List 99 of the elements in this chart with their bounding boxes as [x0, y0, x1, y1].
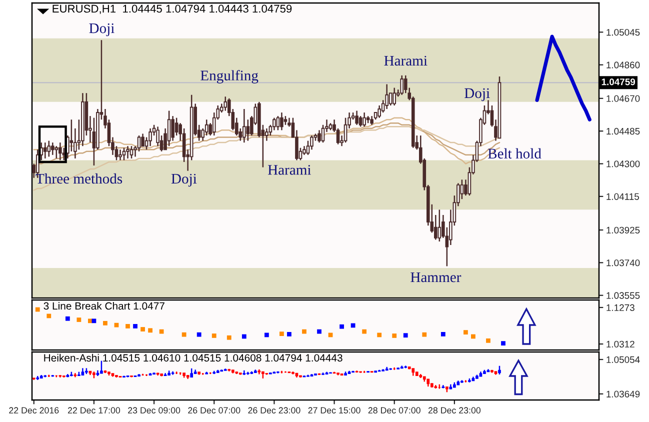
annotation: Engulfing — [200, 70, 258, 84]
point — [133, 324, 138, 328]
point — [76, 318, 82, 322]
point — [103, 320, 108, 326]
y-tick-label: 1.03925 — [606, 226, 640, 234]
point — [280, 332, 284, 336]
point — [302, 329, 306, 334]
candlestick — [242, 108, 246, 144]
point — [92, 318, 96, 324]
point — [212, 334, 216, 338]
candlestick — [438, 209, 442, 242]
x-tick-label: 28 Dec 07:00 — [368, 407, 420, 414]
candlestick — [392, 87, 396, 106]
x-tick-label: 28 Dec 23:00 — [428, 407, 481, 414]
candlestick — [122, 147, 126, 161]
point — [340, 324, 344, 329]
y-tick-label: 1.04670 — [606, 95, 640, 102]
point — [46, 314, 52, 318]
y-tick-label: 1.04860 — [606, 62, 640, 68]
candlestick — [190, 368, 194, 378]
y-tick-label: 1.04485 — [606, 128, 640, 135]
candlestick — [126, 145, 130, 160]
candlestick — [167, 110, 171, 147]
candlestick — [385, 84, 388, 110]
point — [392, 334, 397, 338]
point — [287, 332, 292, 336]
point — [35, 307, 40, 312]
annotation: Doji — [171, 174, 197, 187]
candlestick — [43, 142, 47, 160]
candlestick — [460, 179, 464, 200]
candlestick — [280, 112, 284, 131]
point — [148, 328, 152, 333]
candlestick — [137, 134, 141, 152]
annotation: Three methods — [36, 173, 122, 184]
candlestick — [54, 145, 58, 160]
point — [501, 341, 506, 346]
candlestick — [51, 142, 54, 156]
y-tick-label: 1.04300 — [606, 160, 640, 168]
point — [317, 329, 322, 334]
line-series — [535, 34, 592, 122]
candlestick — [400, 74, 404, 96]
candlestick — [58, 142, 62, 161]
y-tick-label: 1.0312 — [606, 340, 634, 348]
point — [182, 332, 186, 337]
candlestick — [118, 148, 122, 161]
y-tick-label: 1.04115 — [606, 193, 639, 200]
ref-line-label: 1.04759 — [602, 78, 636, 86]
y-tick-label: 1.1273 — [606, 304, 634, 311]
chart-title: Heiken-Ashi 1.04515 1.04610 1.04515 1.04608 1.04794 1.04443 — [44, 354, 342, 362]
point — [486, 338, 490, 343]
annotation: Harami — [268, 165, 312, 175]
y-tick-label: 1.05054 — [606, 356, 640, 364]
candlestick — [130, 145, 134, 160]
point — [140, 327, 145, 332]
point — [362, 329, 367, 334]
point — [126, 324, 130, 328]
chart-title: EURUSD,H1 1.04445 1.04794 1.04443 1.04759 — [52, 4, 292, 14]
x-tick-label: 23 Dec 09:00 — [128, 407, 180, 414]
x-tick-label: 26 Dec 07:00 — [188, 407, 240, 414]
point — [403, 333, 408, 338]
point — [440, 332, 446, 336]
point — [242, 334, 246, 339]
point — [471, 334, 476, 339]
annotation: Doji — [464, 88, 490, 102]
y-tick-label: 1.03555 — [606, 292, 640, 299]
x-tick-label: 26 Dec 23:00 — [248, 407, 300, 414]
chart-title: 3 Line Break Chart 1.0477 — [44, 302, 164, 310]
annotation: Doji — [89, 23, 114, 36]
candlestick — [148, 128, 152, 147]
y-tick-label: 1.05045 — [606, 28, 640, 36]
point — [114, 322, 119, 328]
candlestick — [246, 118, 250, 142]
candlestick — [318, 130, 321, 144]
x-tick-label: 27 Dec 15:00 — [308, 407, 360, 414]
candlestick — [141, 133, 144, 147]
x-tick-label: 22 Dec 17:00 — [68, 407, 120, 414]
candlestick — [224, 96, 228, 112]
point — [196, 332, 202, 337]
point — [464, 330, 468, 334]
point — [65, 316, 70, 321]
candlestick — [171, 115, 174, 142]
x-tick-label: 22 Dec 2016 — [9, 407, 59, 414]
annotation: Belt hold — [488, 148, 542, 159]
candlestick — [100, 360, 103, 374]
y-tick-label: 1.03740 — [606, 260, 640, 266]
candlestick — [355, 110, 358, 126]
y-tick-label: 1.03649 — [606, 390, 640, 398]
point — [422, 332, 427, 337]
candlestick — [265, 128, 268, 142]
point — [264, 332, 269, 338]
candlestick — [47, 140, 51, 158]
annotation: Harami — [384, 56, 428, 66]
point — [88, 318, 92, 324]
point — [377, 332, 382, 338]
candlestick — [358, 115, 362, 128]
candlestick — [362, 112, 366, 128]
annotation: Hammer — [410, 272, 462, 282]
candlestick — [276, 115, 280, 131]
point — [226, 335, 232, 340]
